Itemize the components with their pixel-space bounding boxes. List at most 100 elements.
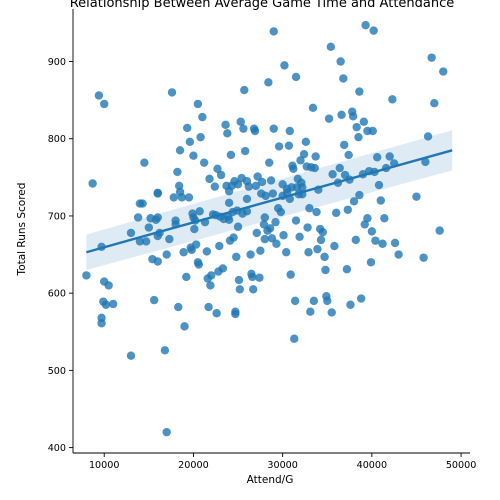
data-point: [279, 231, 287, 239]
y-tick-label: 700: [48, 211, 66, 222]
data-point: [285, 141, 293, 149]
data-point: [336, 57, 344, 65]
data-point: [154, 257, 162, 265]
data-point: [256, 246, 264, 254]
data-point: [204, 303, 212, 311]
data-point: [270, 27, 278, 35]
data-point: [88, 179, 96, 187]
data-point: [323, 297, 331, 305]
data-point: [168, 88, 176, 96]
data-point: [109, 300, 117, 308]
data-point: [236, 285, 244, 293]
data-point: [165, 235, 173, 243]
data-point: [336, 164, 344, 172]
data-point: [380, 214, 388, 222]
data-point: [255, 274, 263, 282]
data-point: [258, 178, 266, 186]
data-point: [321, 266, 329, 274]
data-point: [251, 127, 259, 135]
x-tick-label: 20000: [178, 460, 209, 471]
data-point: [212, 309, 220, 317]
data-point: [325, 114, 333, 122]
data-point: [185, 193, 193, 201]
data-point: [303, 223, 311, 231]
data-point: [262, 192, 270, 200]
data-point: [183, 124, 191, 132]
data-point: [330, 242, 338, 250]
data-point: [239, 124, 247, 132]
y-axis-label: Total Runs Scored: [16, 183, 28, 277]
data-point: [361, 21, 369, 29]
data-point: [430, 99, 438, 107]
data-point: [292, 73, 300, 81]
data-point: [243, 195, 251, 203]
data-point: [309, 104, 317, 112]
data-point: [179, 248, 187, 256]
data-point: [140, 158, 148, 166]
data-point: [173, 168, 181, 176]
data-point: [317, 236, 325, 244]
data-point: [310, 297, 318, 305]
y-tick-label: 500: [48, 366, 66, 377]
data-point: [161, 346, 169, 354]
data-point: [419, 253, 427, 261]
data-point: [328, 170, 336, 178]
data-point: [343, 265, 351, 273]
data-point: [340, 141, 348, 149]
data-point: [229, 233, 237, 241]
data-point: [375, 181, 383, 189]
data-point: [277, 208, 285, 216]
x-tick-label: 30000: [267, 460, 298, 471]
data-point: [311, 164, 319, 172]
data-point: [196, 133, 204, 141]
data-point: [344, 206, 352, 214]
data-point: [280, 61, 288, 69]
data-point: [186, 138, 194, 146]
data-point: [100, 100, 108, 108]
data-point: [189, 152, 197, 160]
data-point: [162, 250, 170, 258]
data-point: [349, 112, 357, 120]
data-point: [162, 428, 170, 436]
data-point: [198, 113, 206, 121]
data-point: [205, 175, 213, 183]
data-point: [355, 191, 363, 199]
data-point: [367, 258, 375, 266]
data-point: [300, 150, 308, 158]
data-point: [292, 216, 300, 224]
data-point: [373, 153, 381, 161]
data-point: [261, 235, 269, 243]
data-point: [127, 352, 135, 360]
data-point: [352, 123, 360, 131]
data-point: [227, 151, 235, 159]
data-point: [154, 213, 162, 221]
data-point: [427, 53, 435, 61]
data-point: [304, 248, 312, 256]
data-point: [295, 233, 303, 241]
data-point: [241, 147, 249, 155]
data-point: [282, 248, 290, 256]
data-point: [235, 276, 243, 284]
data-point: [302, 138, 310, 146]
data-point: [264, 78, 272, 86]
data-point: [346, 301, 354, 309]
data-point: [291, 297, 299, 305]
data-point: [435, 226, 443, 234]
x-axis-label: Attend/G: [247, 474, 294, 486]
data-point: [150, 296, 158, 304]
data-point: [200, 158, 208, 166]
data-point: [253, 229, 261, 237]
data-point: [195, 207, 203, 215]
data-point: [344, 151, 352, 159]
data-point: [203, 247, 211, 255]
data-point: [138, 199, 146, 207]
data-point: [243, 177, 251, 185]
data-point: [142, 237, 150, 245]
data-point: [206, 281, 214, 289]
data-point: [145, 223, 153, 231]
data-point: [439, 67, 447, 75]
data-point: [154, 189, 162, 197]
y-tick-label: 600: [48, 289, 66, 300]
data-point: [271, 218, 279, 226]
